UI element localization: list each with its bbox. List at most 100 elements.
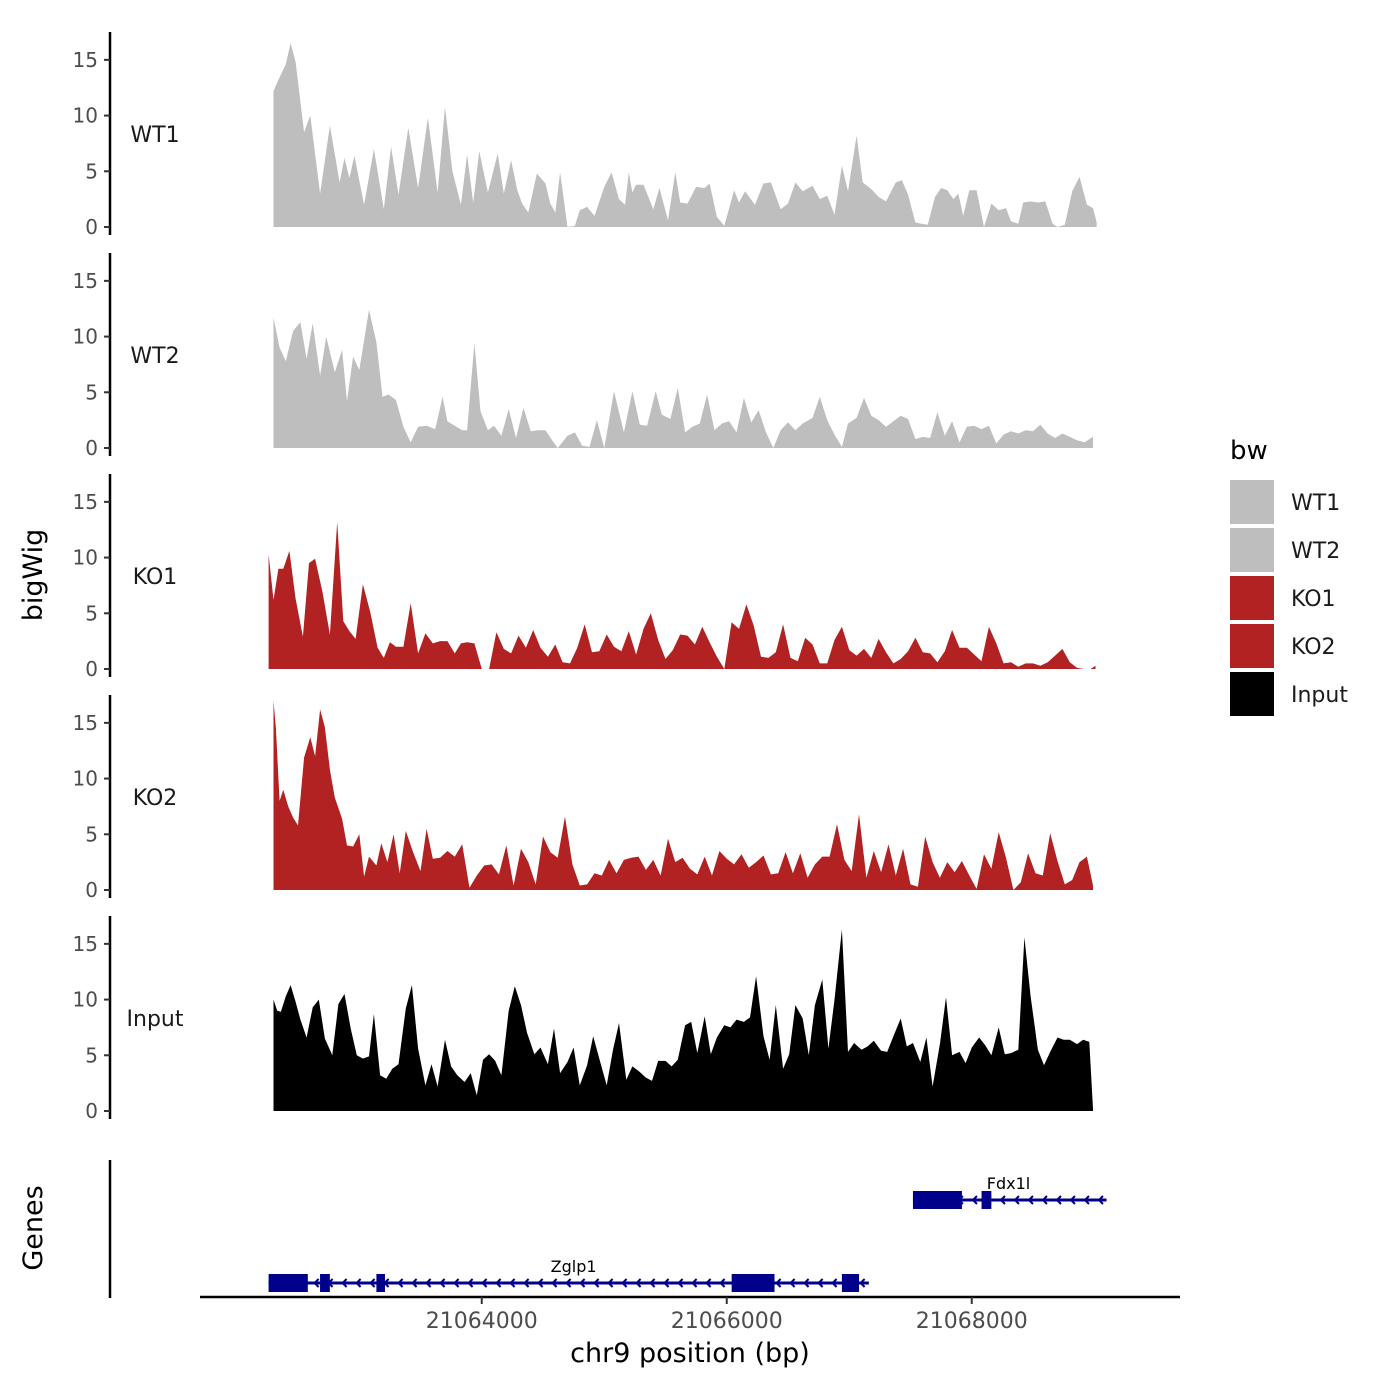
legend-key-wt1 [1230, 480, 1274, 524]
strand-arrow [425, 1278, 432, 1288]
y-tick-label: 0 [85, 878, 98, 902]
track-ko1: 0 5 10 15 KO1 [73, 474, 1096, 681]
y-tick-label: 10 [73, 767, 98, 791]
exon [841, 1274, 860, 1292]
legend-label-ko1: KO1 [1291, 587, 1336, 612]
strand-arrow [663, 1278, 670, 1288]
strand-arrow [607, 1278, 614, 1288]
strand-arrow [467, 1278, 474, 1288]
legend-label-wt1: WT1 [1291, 491, 1340, 516]
x-axis-title: chr9 position (bp) [570, 1338, 810, 1369]
y-tick-label: 10 [73, 546, 98, 570]
series-area-ko1 [268, 521, 1096, 669]
track-ko2: 0 5 10 15 KO2 [73, 695, 1093, 902]
track-wt1: 0 5 10 15 WT1 [73, 32, 1097, 239]
y-tick-label: 10 [73, 988, 98, 1012]
exon [268, 1274, 308, 1292]
strand-arrow [453, 1278, 460, 1288]
track-label-wt1: WT1 [130, 123, 179, 148]
y-tick-label: 15 [73, 269, 98, 293]
y-tick-label: 0 [85, 657, 98, 681]
legend-key-wt2 [1230, 528, 1274, 572]
y-tick-label: 0 [85, 215, 98, 239]
strand-arrow [1013, 1195, 1020, 1205]
strand-arrow [593, 1278, 600, 1288]
x-tick-label: 21068000 [916, 1309, 1028, 1334]
legend-key-ko1 [1230, 576, 1274, 620]
x-axis: 21064000 21066000 21068000 [200, 1295, 1180, 1334]
y-tick-label: 5 [85, 601, 98, 625]
strand-arrow [551, 1278, 558, 1288]
strand-arrow [495, 1278, 502, 1288]
strand-arrow [817, 1278, 824, 1288]
strand-arrow [691, 1278, 698, 1288]
strand-arrow [971, 1195, 978, 1205]
strand-arrow [579, 1278, 586, 1288]
series-area-ko2 [273, 700, 1093, 890]
strand-arrow [705, 1278, 712, 1288]
x-tick-label: 21064000 [426, 1309, 538, 1334]
strand-arrow [999, 1195, 1006, 1205]
strand-arrow [803, 1278, 810, 1288]
x-tick-label: 21066000 [671, 1309, 783, 1334]
strand-arrow [1069, 1195, 1076, 1205]
strand-arrow [397, 1278, 404, 1288]
gene-label: Zglp1 [551, 1257, 597, 1276]
strand-arrow [1097, 1195, 1104, 1205]
track-input: 0 5 10 15 Input [73, 916, 1093, 1123]
strand-arrow [1055, 1195, 1062, 1205]
y-tick-label: 5 [85, 380, 98, 404]
series-area-input [273, 929, 1093, 1111]
strand-arrow [313, 1278, 320, 1288]
genes-track: Fdx1l Zglp1 [108, 1160, 1107, 1298]
y-tick-label: 5 [85, 159, 98, 183]
exon [376, 1274, 385, 1292]
strand-arrow [649, 1278, 656, 1288]
genes-axis-title: Genes [18, 1185, 49, 1270]
exon [731, 1274, 775, 1292]
strand-arrow [509, 1278, 516, 1288]
y-tick-label: 5 [85, 1043, 98, 1067]
y-tick-label: 15 [73, 711, 98, 735]
track-label-ko1: KO1 [133, 565, 178, 590]
strand-arrow [635, 1278, 642, 1288]
strand-arrow [719, 1278, 726, 1288]
y-tick-label: 15 [73, 48, 98, 72]
legend: bw WT1 WT2 KO1 KO2 Input [1230, 436, 1348, 716]
strand-arrow [565, 1278, 572, 1288]
gene-zglp1: Zglp1 [268, 1257, 869, 1292]
strand-arrow [859, 1278, 866, 1288]
strand-arrow [1027, 1195, 1034, 1205]
exon [912, 1191, 962, 1209]
track-label-ko2: KO2 [133, 786, 178, 811]
series-area-wt1 [273, 43, 1097, 227]
strand-arrow [439, 1278, 446, 1288]
strand-arrow [775, 1278, 782, 1288]
gene-fdx1l: Fdx1l [912, 1174, 1107, 1209]
y-axis-title: bigWig [18, 529, 49, 622]
strand-arrow [789, 1278, 796, 1288]
track-panels: 0 5 10 15 WT1 0 5 10 15 WT2 0 5 10 15 KO1 0 5 10 15 KO2 0 5 10… [73, 32, 1097, 1123]
strand-arrow [341, 1278, 348, 1288]
strand-arrow [355, 1278, 362, 1288]
strand-arrow [1041, 1195, 1048, 1205]
strand-arrow [621, 1278, 628, 1288]
legend-label-input: Input [1291, 683, 1348, 708]
track-label-input: Input [127, 1007, 184, 1032]
track-wt2: 0 5 10 15 WT2 [73, 253, 1093, 460]
exon [320, 1274, 330, 1292]
legend-label-ko2: KO2 [1291, 635, 1336, 660]
series-area-wt2 [273, 309, 1093, 448]
strand-arrow [411, 1278, 418, 1288]
y-tick-label: 0 [85, 436, 98, 460]
strand-arrow [537, 1278, 544, 1288]
y-tick-label: 15 [73, 490, 98, 514]
y-tick-label: 10 [73, 104, 98, 128]
strand-arrow [831, 1278, 838, 1288]
strand-arrow [677, 1278, 684, 1288]
strand-arrow [481, 1278, 488, 1288]
legend-key-ko2 [1230, 624, 1274, 668]
legend-title: bw [1230, 436, 1268, 466]
y-tick-label: 15 [73, 932, 98, 956]
